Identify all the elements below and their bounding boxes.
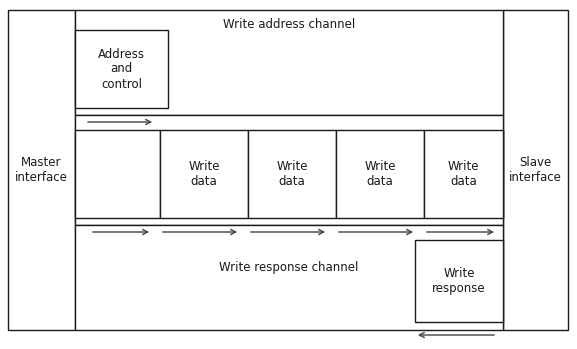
Bar: [8, 10, 75, 330]
Bar: [336, 130, 424, 218]
Text: Slave
interface: Slave interface: [509, 156, 562, 184]
Bar: [160, 130, 248, 218]
Bar: [503, 10, 568, 330]
Text: Write data channel: Write data channel: [233, 178, 345, 192]
Text: Address
and
control: Address and control: [98, 47, 145, 90]
Text: Write
data: Write data: [364, 160, 396, 188]
Text: Write
response: Write response: [432, 267, 486, 295]
Bar: [75, 10, 503, 115]
Bar: [75, 30, 168, 108]
Bar: [75, 115, 503, 225]
Text: Write
data: Write data: [448, 160, 479, 188]
Text: Write
data: Write data: [276, 160, 308, 188]
Text: Write response channel: Write response channel: [219, 261, 359, 275]
Bar: [424, 130, 503, 218]
Bar: [75, 225, 503, 330]
Bar: [248, 130, 336, 218]
Text: Write address channel: Write address channel: [223, 18, 355, 31]
Text: Master
interface: Master interface: [15, 156, 68, 184]
Bar: [415, 240, 503, 322]
Bar: [75, 130, 160, 218]
Text: Write
data: Write data: [188, 160, 220, 188]
